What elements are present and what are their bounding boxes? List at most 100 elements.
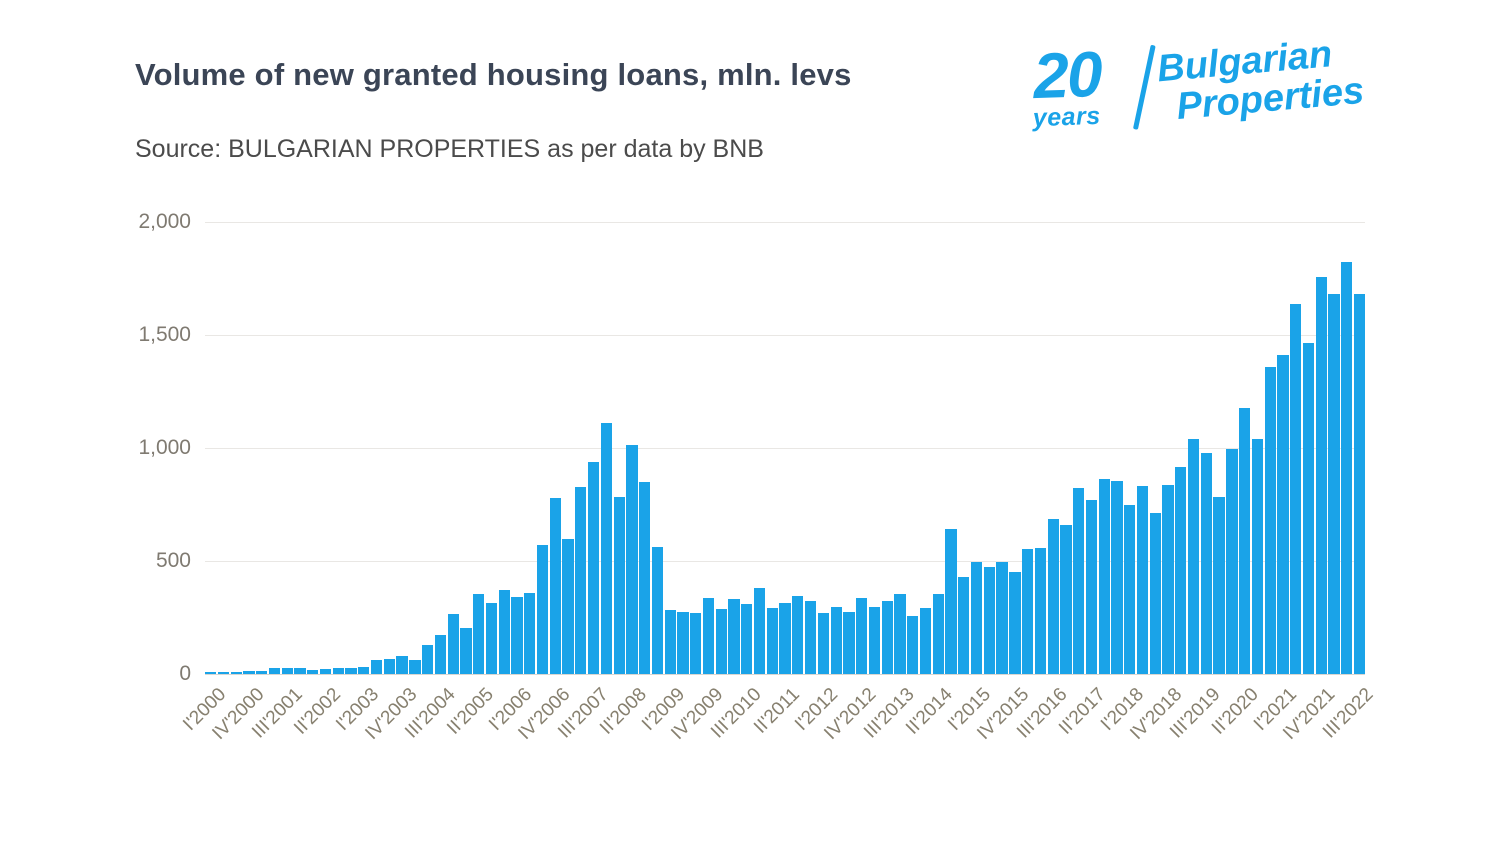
bar[interactable] (690, 612, 702, 674)
bar[interactable] (243, 671, 255, 674)
bar[interactable] (1315, 276, 1327, 674)
bar[interactable] (1085, 499, 1098, 674)
gridline-500: 500 (156, 549, 1365, 572)
bar[interactable] (332, 668, 344, 674)
bar[interactable] (307, 669, 319, 674)
bar[interactable] (613, 496, 625, 674)
bar-series (205, 222, 1366, 674)
bar[interactable] (562, 539, 574, 674)
bar[interactable] (256, 670, 268, 674)
bar[interactable] (741, 603, 753, 674)
bar[interactable] (1136, 485, 1149, 674)
bar[interactable] (766, 607, 778, 674)
bar[interactable] (639, 481, 651, 674)
bar[interactable] (422, 645, 434, 674)
bar[interactable] (1353, 293, 1366, 674)
bar[interactable] (345, 667, 357, 674)
bar[interactable] (715, 608, 727, 674)
bar[interactable] (498, 589, 510, 674)
bar[interactable] (651, 546, 664, 674)
bar[interactable] (549, 498, 561, 674)
bar[interactable] (587, 461, 600, 674)
bar[interactable] (856, 598, 868, 674)
bar[interactable] (664, 610, 676, 674)
bar[interactable] (1111, 480, 1123, 674)
bar[interactable] (728, 599, 740, 674)
bar[interactable] (677, 611, 689, 674)
bar[interactable] (843, 612, 855, 674)
bar[interactable] (536, 544, 549, 674)
bar[interactable] (919, 608, 932, 674)
bar[interactable] (319, 669, 332, 674)
logo-20-text: 20 (1032, 37, 1102, 113)
bar[interactable] (460, 628, 472, 674)
bar[interactable] (907, 616, 919, 674)
bar[interactable] (485, 602, 498, 674)
bar[interactable] (575, 487, 587, 674)
gridline-2000: 2,000 (138, 210, 1365, 233)
gridline-0: 0 (179, 662, 1365, 685)
bar[interactable] (1124, 504, 1136, 674)
bulgarian-properties-logo: 20 years Bulgarian Properties (1028, 30, 1392, 152)
bar[interactable] (447, 614, 459, 674)
bar[interactable] (409, 660, 421, 674)
bar[interactable] (945, 529, 957, 674)
bar[interactable] (1264, 366, 1276, 674)
bar[interactable] (881, 601, 893, 674)
bar[interactable] (524, 592, 536, 674)
bar[interactable] (894, 594, 906, 674)
bar[interactable] (383, 659, 395, 674)
bar[interactable] (1328, 293, 1340, 674)
bar[interactable] (217, 672, 230, 674)
bar[interactable] (1290, 304, 1302, 674)
bar[interactable] (932, 594, 944, 674)
bar[interactable] (1098, 479, 1110, 674)
bar[interactable] (996, 562, 1008, 674)
bar[interactable] (958, 576, 970, 674)
bar[interactable] (753, 588, 766, 674)
bar[interactable] (779, 602, 791, 674)
bar[interactable] (294, 667, 306, 674)
bar[interactable] (1073, 487, 1085, 674)
bar[interactable] (370, 660, 383, 674)
bar[interactable] (792, 595, 804, 674)
bar[interactable] (804, 600, 817, 674)
bar[interactable] (1060, 525, 1072, 674)
bar[interactable] (396, 655, 408, 674)
logo-divider (1132, 44, 1156, 130)
bar[interactable] (434, 635, 447, 674)
bar[interactable] (1047, 518, 1059, 674)
bar[interactable] (1251, 439, 1264, 674)
bar[interactable] (511, 596, 523, 674)
bar[interactable] (1239, 408, 1251, 674)
bar[interactable] (1302, 342, 1315, 674)
bar[interactable] (1213, 496, 1225, 674)
bar[interactable] (1187, 438, 1200, 674)
bar[interactable] (983, 567, 995, 674)
bar[interactable] (1149, 513, 1161, 674)
bar[interactable] (230, 671, 242, 674)
bar[interactable] (1277, 355, 1289, 674)
bar[interactable] (1022, 549, 1034, 674)
y-axis-label: 1,500 (138, 323, 191, 346)
bar[interactable] (473, 594, 485, 674)
bar[interactable] (970, 562, 983, 674)
bar[interactable] (626, 445, 638, 674)
bar[interactable] (1341, 261, 1353, 674)
bar[interactable] (1009, 571, 1021, 674)
bar[interactable] (1200, 453, 1212, 674)
bar[interactable] (817, 613, 830, 674)
bar[interactable] (702, 597, 715, 674)
bar[interactable] (1034, 547, 1047, 674)
bar[interactable] (358, 666, 370, 674)
bar[interactable] (1175, 467, 1187, 674)
bar[interactable] (1162, 485, 1174, 674)
bar[interactable] (830, 606, 842, 674)
bar[interactable] (600, 423, 612, 674)
bar[interactable] (1226, 449, 1238, 674)
bar[interactable] (281, 668, 293, 674)
y-axis-label: 500 (155, 549, 191, 572)
bar[interactable] (205, 672, 217, 674)
bar[interactable] (268, 668, 281, 674)
bar[interactable] (868, 606, 881, 674)
